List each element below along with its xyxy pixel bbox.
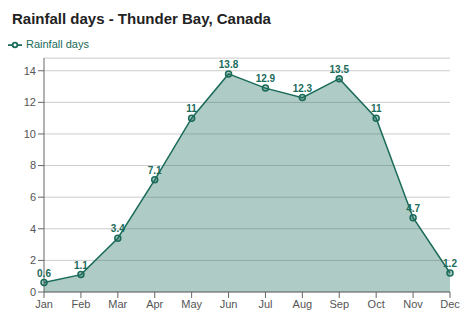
svg-text:Jan: Jan — [35, 298, 53, 310]
svg-text:2: 2 — [30, 254, 36, 266]
svg-text:0: 0 — [30, 286, 36, 298]
svg-text:10: 10 — [24, 128, 36, 140]
svg-text:13.8: 13.8 — [219, 59, 239, 70]
svg-text:Dec: Dec — [440, 298, 460, 310]
svg-text:3.4: 3.4 — [111, 223, 125, 234]
svg-text:12.3: 12.3 — [293, 83, 313, 94]
svg-text:7.1: 7.1 — [148, 165, 162, 176]
svg-text:Sep: Sep — [329, 298, 349, 310]
svg-text:0.6: 0.6 — [37, 268, 51, 279]
svg-text:Mar: Mar — [108, 298, 127, 310]
svg-text:12.9: 12.9 — [256, 73, 276, 84]
svg-text:1.2: 1.2 — [443, 258, 457, 269]
svg-text:11: 11 — [371, 103, 382, 114]
svg-text:Jul: Jul — [258, 298, 272, 310]
svg-text:1.1: 1.1 — [74, 260, 88, 271]
html-text:Rainfall days - Thunder Bay, C: Rainfall days - Thunder Bay, Canada — [12, 10, 271, 27]
svg-text:Jun: Jun — [220, 298, 238, 310]
svg-text:Feb: Feb — [71, 298, 90, 310]
html-text:Rainfall days: Rainfall days — [26, 38, 89, 50]
svg-text:Apr: Apr — [146, 298, 163, 310]
svg-text:4: 4 — [30, 223, 36, 235]
svg-text:12: 12 — [24, 96, 36, 108]
svg-text:8: 8 — [30, 159, 36, 171]
svg-text:Oct: Oct — [368, 298, 385, 310]
svg-text:Nov: Nov — [403, 298, 423, 310]
svg-text:4.7: 4.7 — [406, 203, 420, 214]
svg-text:13.5: 13.5 — [330, 64, 350, 75]
svg-text:May: May — [181, 298, 202, 310]
svg-text:14: 14 — [24, 65, 36, 77]
svg-text:Aug: Aug — [293, 298, 313, 310]
svg-text:11: 11 — [186, 103, 197, 114]
svg-text:6: 6 — [30, 191, 36, 203]
